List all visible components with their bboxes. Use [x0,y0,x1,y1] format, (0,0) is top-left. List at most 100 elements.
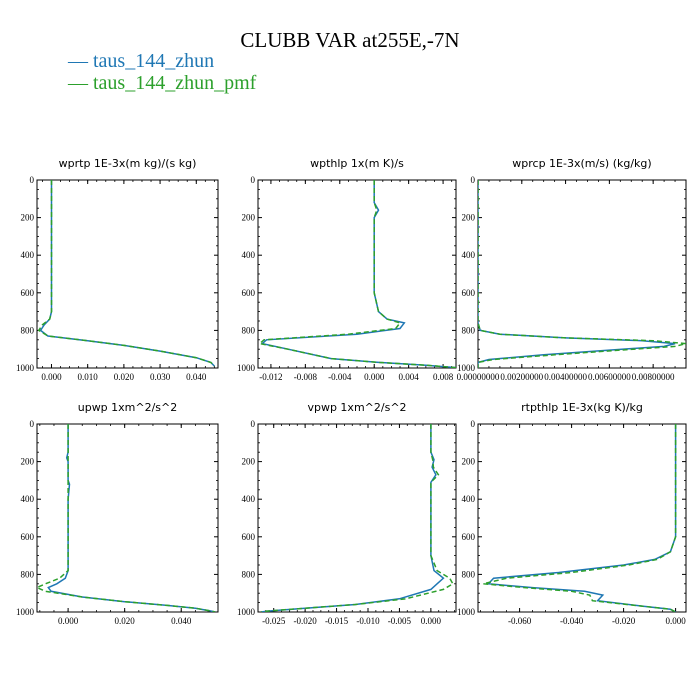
chart-panel-1: wprtp 1E-3x(m kg)/(s kg) 0 200 400 600 800 100… [16,157,219,382]
y-tick-label-1-4: 800 [21,325,35,335]
y-tick-label-3-2: 400 [462,250,476,260]
legend-dash-2: — [68,72,88,94]
panel-frame-4 [36,423,219,613]
x-tick-label-2-1: -0.008 [294,372,318,382]
y-tick-label-6-2: 400 [462,494,476,504]
y-tick-label-6-4: 800 [462,569,476,579]
panel-frame-2 [257,179,457,369]
chart-panel-2: wpthlp 1x(m K)/s 0 200 400 600 800 1000-0.012 -… [237,157,457,382]
legend-label-1: taus_144_zhun [93,50,215,72]
x-tick-label-2-5: 0.008 [433,372,454,382]
panel-frame-3 [477,179,687,369]
x-tick-label-3-1: 0.00200000 [500,372,543,382]
series-line-2-1 [260,180,456,368]
x-tick-label-3-0: 0.00000000 [457,372,500,382]
x-tick-label-5-1: -0.020 [294,616,318,626]
panel-frame-1 [36,179,219,369]
panel-title-1: wprtp 1E-3x(m kg)/(s kg) [59,157,197,170]
chart-panel-5: vpwp 1xm^2/s^2 0 200 400 600 800 1000 -0.025 -0.… [237,401,457,626]
y-tick-label-3-3: 600 [462,288,476,298]
x-tick-label-2-0: -0.012 [259,372,282,382]
y-tick-label-4-2: 400 [21,494,35,504]
x-tick-label-6-1: -0.040 [560,616,584,626]
x-tick-label-5-0: -0.025 [262,616,286,626]
y-tick-label-3-0: 0 [471,175,476,185]
series-line-5-1 [260,424,445,612]
y-tick-label-1-0: 0 [30,175,35,185]
panel-title-3: wprcp 1E-3x(m/s) (kg/kg) [512,157,651,170]
y-tick-label-2-2: 400 [242,250,256,260]
chart-panel-4: upwp 1xm^2/s^2 0 200 400 600 800 1000 0.000 0.02… [16,401,219,626]
y-tick-label-1-5: 1000 [16,363,35,373]
x-tick-label-5-4: -0.005 [388,616,412,626]
x-tick-label-5-5: 0.000 [421,616,442,626]
y-tick-label-1-1: 200 [21,213,35,223]
y-tick-label-6-0: 0 [471,419,476,429]
chart-panel-3: wprcp 1E-3x(m/s) (kg/kg) 0 200 400 600 800 100… [457,157,687,382]
y-tick-label-6-1: 200 [462,457,476,467]
series-line-5-2 [260,424,454,612]
panel-title-2: wpthlp 1x(m K)/s [310,157,404,170]
x-tick-label-4-1: 0.020 [115,616,136,626]
x-tick-label-4-2: 0.040 [171,616,192,626]
x-tick-label-4-0: 0.000 [58,616,79,626]
y-tick-label-3-1: 200 [462,213,476,223]
x-tick-label-3-3: 0.00600000 [588,372,631,382]
y-tick-label-5-0: 0 [251,419,256,429]
y-tick-label-5-2: 400 [242,494,256,504]
y-tick-label-5-1: 200 [242,457,256,467]
series-line-3-2 [478,180,686,368]
series-line-1-2 [37,180,215,367]
y-tick-label-5-3: 600 [242,532,256,542]
y-tick-label-6-5: 1000 [457,607,476,617]
y-tick-label-2-3: 600 [242,288,256,298]
series-line-6-2 [483,424,677,612]
panel-title-5: vpwp 1xm^2/s^2 [307,401,406,414]
y-tick-label-2-0: 0 [251,175,256,185]
y-tick-label-2-1: 200 [242,213,256,223]
x-tick-label-3-2: 0.00400000 [544,372,587,382]
series-line-4-1 [47,424,216,612]
panel-frame-5 [257,423,457,613]
y-tick-label-4-4: 800 [21,569,35,579]
x-tick-label-6-0: -0.060 [508,616,532,626]
y-tick-label-1-2: 400 [21,250,35,260]
legend-label-2: taus_144_zhun_pmf [93,72,257,94]
series-line-6-1 [486,424,677,612]
y-tick-label-5-5: 1000 [237,607,256,617]
x-tick-label-6-3: 0.000 [665,616,686,626]
y-tick-label-3-5: 1000 [457,363,476,373]
x-tick-label-1-0: 0.000 [41,372,62,382]
x-tick-label-2-2: -0.004 [328,372,352,382]
x-tick-label-5-2: -0.015 [325,616,349,626]
x-tick-label-2-4: 0.004 [399,372,420,382]
legend-dash-1: — [68,50,88,72]
legend: — taus_144_zhun — taus_144_zhun_pmf [68,50,256,94]
x-tick-label-3-4: 0.00800000 [632,372,675,382]
series-line-2-2 [258,180,456,368]
y-tick-label-2-4: 800 [242,325,256,335]
chart-panel-6: rtpthlp 1E-3x(kg K)/kg 0 200 400 600 800 1000 -… [457,401,687,626]
y-tick-label-5-4: 800 [242,569,256,579]
y-tick-label-4-3: 600 [21,532,35,542]
x-tick-label-1-1: 0.010 [78,372,99,382]
panel-frame-6 [477,423,687,613]
y-tick-label-6-3: 600 [462,532,476,542]
legend-item-1: — taus_144_zhun [68,50,256,72]
y-tick-label-4-1: 200 [21,457,35,467]
panel-title-6: rtpthlp 1E-3x(kg K)/kg [521,401,643,414]
y-tick-label-3-4: 800 [462,325,476,335]
y-tick-label-1-3: 600 [21,288,35,298]
x-tick-label-1-2: 0.020 [114,372,135,382]
x-tick-label-1-4: 0.040 [186,372,207,382]
x-tick-label-1-3: 0.030 [150,372,171,382]
x-tick-label-2-3: 0.000 [364,372,385,382]
legend-item-2: — taus_144_zhun_pmf [68,72,256,94]
y-tick-label-4-5: 1000 [16,607,35,617]
figure-title: CLUBB VAR at255E,-7N [240,28,460,52]
y-tick-label-2-5: 1000 [237,363,256,373]
x-tick-label-5-3: -0.010 [356,616,380,626]
series-line-4-2 [37,424,216,612]
panel-title-4: upwp 1xm^2/s^2 [78,401,178,414]
